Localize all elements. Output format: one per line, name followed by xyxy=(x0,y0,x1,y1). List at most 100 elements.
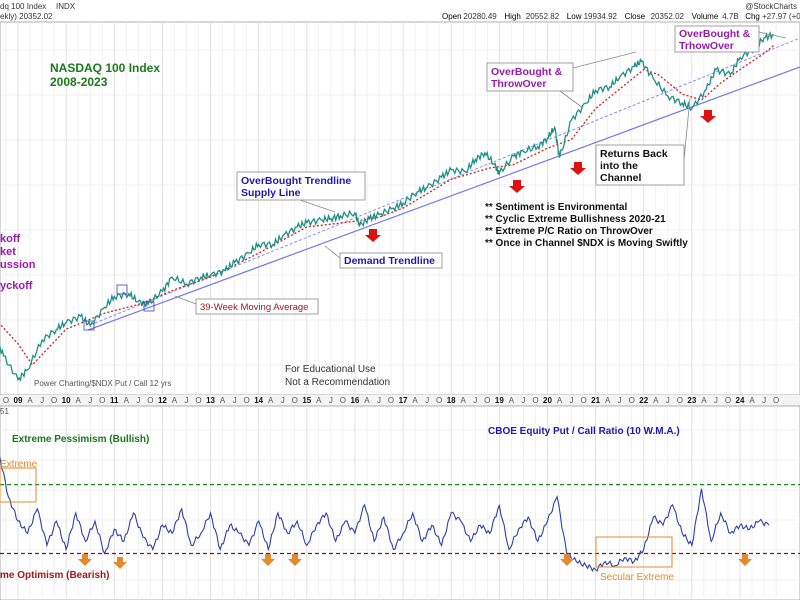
month-tick-label: A xyxy=(509,396,515,405)
price-panel: NASDAQ 100 Index 2008-2023 koff ket ussi… xyxy=(0,21,800,396)
month-tick-label: A xyxy=(364,396,370,405)
month-tick-label: O xyxy=(436,396,442,405)
month-tick-label: O xyxy=(340,396,346,405)
returns-line-1: Returns Back xyxy=(600,148,668,160)
year-tick-label: 09 xyxy=(14,396,23,405)
secular-box xyxy=(595,536,673,568)
month-tick-label: A xyxy=(749,396,755,405)
moving-average-line xyxy=(0,44,775,366)
month-tick-label: O xyxy=(629,396,635,405)
year-tick-label: 21 xyxy=(591,396,600,405)
ohlc-value-1: 20552.82 xyxy=(526,12,560,21)
month-tick-label: J xyxy=(377,396,381,405)
ohlc-label-2: Low xyxy=(567,12,582,21)
red-arrow-2 xyxy=(509,180,525,193)
weekly-close-label: ekly) 20352.02 xyxy=(0,12,53,21)
month-tick-label: J xyxy=(618,396,622,405)
putcall-panel-frame xyxy=(0,405,800,600)
month-tick-label: J xyxy=(281,396,285,405)
ohlc-value-3: 20352.02 xyxy=(651,12,685,21)
putcall-title: CBOE Equity Put / Call Ratio (10 W.M.A.) xyxy=(488,426,680,437)
extreme-label: Extreme xyxy=(0,459,38,470)
demand-trendline xyxy=(87,66,800,331)
month-tick-label: O xyxy=(580,396,586,405)
note-line-4: ** Once in Channel $NDX is Moving Swiftl… xyxy=(485,238,688,249)
edu-line-2: Not a Recommendation xyxy=(285,377,390,388)
month-tick-label: O xyxy=(725,396,731,405)
month-tick-label: A xyxy=(653,396,659,405)
pessimism-label: Extreme Pessimism (Bullish) xyxy=(12,434,149,445)
orange-arrow-3 xyxy=(261,554,275,566)
month-tick-label: O xyxy=(3,396,9,405)
x-axis: 09 A J O 10 A J O 11 A J O 12 A J O 13 A J O 14 A J O 15 A J O 16 A J O… xyxy=(0,395,800,406)
demand-annotation-label: Demand Trendline xyxy=(344,255,435,267)
month-tick-label: O xyxy=(292,396,298,405)
overbought-1-line-1: OverBought & xyxy=(491,66,563,78)
wyckoff-line-1: koff xyxy=(0,233,21,245)
note-line-2: ** Cyclic Extreme Bullishness 2020-21 xyxy=(485,214,666,225)
price-grid xyxy=(0,22,800,395)
ohlc-label-3: Close xyxy=(625,12,646,21)
month-tick-label: J xyxy=(88,396,92,405)
touch-box-1 xyxy=(83,320,95,331)
year-tick-label: 19 xyxy=(495,396,504,405)
putcall-grid xyxy=(0,406,800,600)
month-tick-label: A xyxy=(701,396,707,405)
returns-annotation: Returns Back into the Channel xyxy=(595,97,691,186)
ohlc-value-4: 4.7B xyxy=(722,12,738,21)
month-tick-label: J xyxy=(666,396,670,405)
red-arrow-1 xyxy=(365,229,381,242)
note-line-1: ** Sentiment is Environmental xyxy=(485,202,627,213)
month-tick-label: J xyxy=(136,396,140,405)
orange-arrow-2 xyxy=(113,557,127,569)
month-tick-label: J xyxy=(521,396,525,405)
month-tick-label: A xyxy=(27,396,33,405)
month-tick-label: O xyxy=(484,396,490,405)
year-tick-label: 12 xyxy=(158,396,167,405)
ma-annotation: 39-Week Moving Average xyxy=(174,295,319,315)
month-tick-label: A xyxy=(605,396,611,405)
year-tick-label: 20 xyxy=(543,396,552,405)
ohlc-label-5: Chg xyxy=(745,12,760,21)
month-tick-label: O xyxy=(244,396,250,405)
year-tick-label: 16 xyxy=(350,396,359,405)
month-tick-label: O xyxy=(51,396,57,405)
orange-arrow-1 xyxy=(78,554,92,566)
touch-box-3 xyxy=(143,301,155,312)
month-tick-label: O xyxy=(677,396,683,405)
ma-annotation-label: 39-Week Moving Average xyxy=(200,302,308,313)
month-tick-label: O xyxy=(388,396,394,405)
putcall-line xyxy=(0,455,770,573)
month-tick-label: J xyxy=(329,396,333,405)
note-line-3: ** Extreme P/C Ratio on ThrowOver xyxy=(485,226,653,237)
month-tick-label: J xyxy=(184,396,188,405)
supply-annotation-line-1: OverBought Trendline xyxy=(241,175,351,187)
supply-annotation: OverBought Trendline Supply Line xyxy=(236,171,366,213)
month-tick-label: A xyxy=(172,396,178,405)
month-tick-label: A xyxy=(124,396,130,405)
ohlc-value-2: 19934.92 xyxy=(584,12,618,21)
month-tick-label: O xyxy=(532,396,538,405)
source-label: Power Charting/$NDX Put / Call 12 yrs xyxy=(34,379,171,388)
returns-line-2: into the xyxy=(600,160,638,172)
month-tick-label: O xyxy=(99,396,105,405)
month-tick-label: J xyxy=(570,396,574,405)
putcall-corner-label: 51 xyxy=(0,407,9,416)
ohlc-row: Open 20280.49 High 20552.82 Low 19934.92 Close… xyxy=(442,12,800,21)
month-tick-label: O xyxy=(195,396,201,405)
ohlc-label-1: High xyxy=(504,12,520,21)
month-tick-label: A xyxy=(461,396,467,405)
wyckoff-line-3: ussion xyxy=(0,259,36,271)
month-tick-label: A xyxy=(268,396,274,405)
year-tick-label: 10 xyxy=(62,396,71,405)
index-symbol: INDX xyxy=(56,2,76,11)
month-tick-label: O xyxy=(773,396,779,405)
overbought-2-line-1: OverBought & xyxy=(679,28,751,40)
year-tick-label: 22 xyxy=(639,396,648,405)
wyckoff-line-4: yckoff xyxy=(0,280,33,292)
watermark: @StockCharts xyxy=(745,2,797,11)
price-panel-title: NASDAQ 100 Index xyxy=(50,61,160,75)
month-tick-label: J xyxy=(762,396,766,405)
ohlc-label-4: Volume xyxy=(692,12,719,21)
